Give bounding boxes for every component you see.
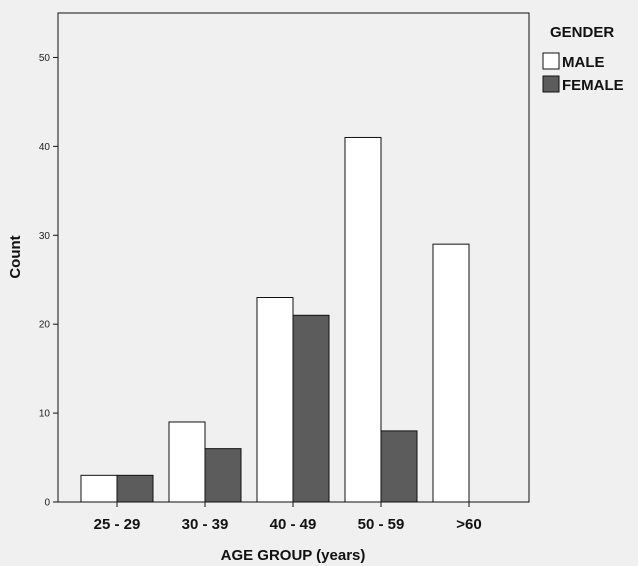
y-tick-label: 40 — [39, 142, 51, 153]
y-tick-label: 20 — [39, 320, 51, 331]
legend-title: GENDER — [550, 24, 614, 41]
bar-male-5 — [432, 243, 470, 503]
y-tick-label: 50 — [39, 53, 51, 64]
legend-label-male: MALE — [562, 54, 605, 71]
bar-female-2 — [204, 448, 242, 503]
x-tick-label: 50 - 59 — [358, 516, 405, 533]
bar-female-4 — [380, 430, 418, 503]
legend-swatch-female — [542, 75, 560, 93]
y-axis: 0 10 20 30 40 50 — [39, 53, 58, 509]
y-tick-label: 30 — [39, 231, 51, 242]
bar-male-2 — [168, 421, 206, 503]
bar-female-3 — [292, 314, 330, 503]
x-tick-label: 25 - 29 — [94, 516, 141, 533]
bar-male-3 — [256, 297, 294, 503]
x-tick-label: 30 - 39 — [182, 516, 229, 533]
bar-male-4 — [344, 136, 382, 503]
y-tick-label: 10 — [39, 409, 51, 420]
y-tick-label: 0 — [44, 498, 50, 509]
bar-female-1 — [116, 474, 154, 503]
bar-male-1 — [80, 474, 118, 503]
legend-swatch-male — [542, 52, 560, 70]
bars — [80, 136, 470, 503]
x-axis: 25 - 29 30 - 39 40 - 49 50 - 59 >60 — [94, 502, 482, 533]
x-tick-label: >60 — [456, 516, 481, 533]
y-axis-title: Count — [7, 235, 24, 278]
legend-label-female: FEMALE — [562, 77, 624, 94]
x-axis-title: AGE GROUP (years) — [221, 547, 366, 564]
legend: GENDER MALE FEMALE — [542, 24, 624, 94]
x-tick-label: 40 - 49 — [270, 516, 317, 533]
